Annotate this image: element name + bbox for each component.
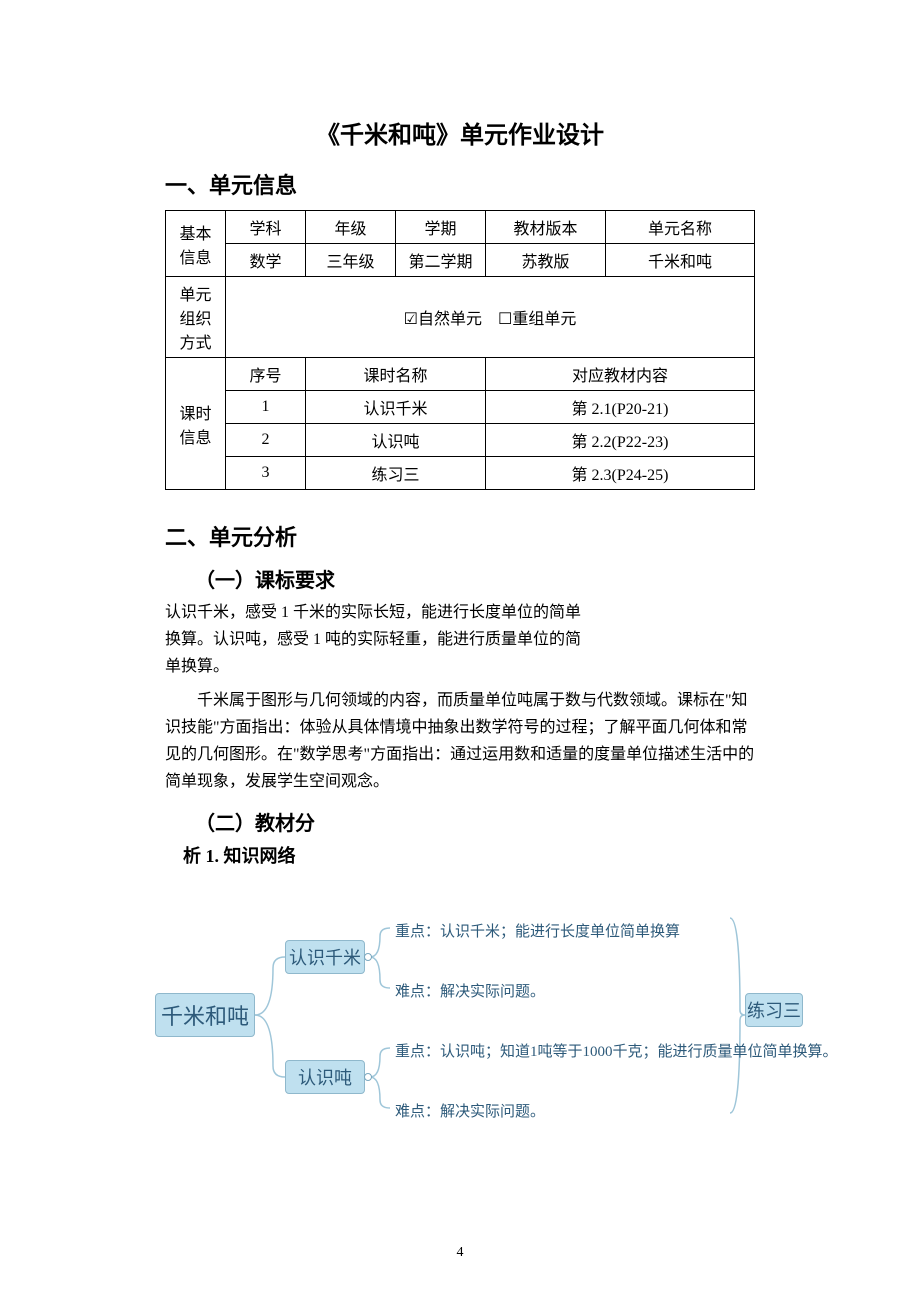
leaf-km-key: 重点：认识千米；能进行长度单位简单换算 — [395, 920, 680, 941]
cell: 认识吨 — [306, 424, 486, 457]
cell-lesson-label: 课时信息 — [166, 358, 226, 490]
cell: 对应教材内容 — [486, 358, 755, 391]
leaf-km-diff: 难点：解决实际问题。 — [395, 980, 545, 1001]
cell: 3 — [226, 457, 306, 490]
cell: 练习三 — [306, 457, 486, 490]
cell: 数学 — [226, 244, 306, 277]
cell: 认识千米 — [306, 391, 486, 424]
cell-org-value: ☑自然单元 ☐重组单元 — [226, 277, 755, 358]
page-number: 4 — [0, 1245, 920, 1261]
cell: 第 2.1(P20-21) — [486, 391, 755, 424]
cell: 第 2.2(P22-23) — [486, 424, 755, 457]
cell: 1 — [226, 391, 306, 424]
node-root: 千米和吨 — [155, 993, 255, 1037]
section2-sub3: 析 1. 知识网络 — [183, 842, 755, 868]
knowledge-network-diagram: 千米和吨 认识千米 认识吨 练习三 重点：认识千米；能进行长度单位简单换算 难点… — [155, 888, 775, 1138]
unit-info-table: 基本信息 学科 年级 学期 教材版本 单元名称 数学 三年级 第二学期 苏教版 … — [165, 210, 755, 490]
cell: 第 2.3(P24-25) — [486, 457, 755, 490]
cell: 课时名称 — [306, 358, 486, 391]
cell: 教材版本 — [486, 211, 606, 244]
cell-org-label: 单元组织方式 — [166, 277, 226, 358]
cell: 学科 — [226, 211, 306, 244]
cell: 三年级 — [306, 244, 396, 277]
cell: 学期 — [396, 211, 486, 244]
cell: 2 — [226, 424, 306, 457]
para-standard: 认识千米，感受 1 千米的实际长短，能进行长度单位的简单换算。认识吨，感受 1 … — [165, 599, 585, 681]
node-km: 认识千米 — [285, 940, 365, 974]
cell: 年级 — [306, 211, 396, 244]
section1-heading: 一、单元信息 — [165, 168, 755, 200]
para-domain: 千米属于图形与几何领域的内容，而质量单位吨属于数与代数领域。课标在"知识技能"方… — [165, 687, 755, 796]
doc-title: 《千米和吨》单元作业设计 — [165, 115, 755, 150]
cell: 苏教版 — [486, 244, 606, 277]
cell-basic-info: 基本信息 — [166, 211, 226, 277]
leaf-ton-key: 重点：认识吨；知道1吨等于1000千克；能进行质量单位简单换算。 — [395, 1040, 838, 1061]
cell: 序号 — [226, 358, 306, 391]
cell: 单元名称 — [606, 211, 755, 244]
section2-sub2: （二）教材分 — [195, 807, 755, 836]
section2-sub1: （一）课标要求 — [195, 564, 755, 593]
leaf-ton-diff: 难点：解决实际问题。 — [395, 1100, 545, 1121]
section2-heading: 二、单元分析 — [165, 520, 755, 552]
node-ton: 认识吨 — [285, 1060, 365, 1094]
node-practice: 练习三 — [745, 993, 803, 1027]
cell: 第二学期 — [396, 244, 486, 277]
cell: 千米和吨 — [606, 244, 755, 277]
